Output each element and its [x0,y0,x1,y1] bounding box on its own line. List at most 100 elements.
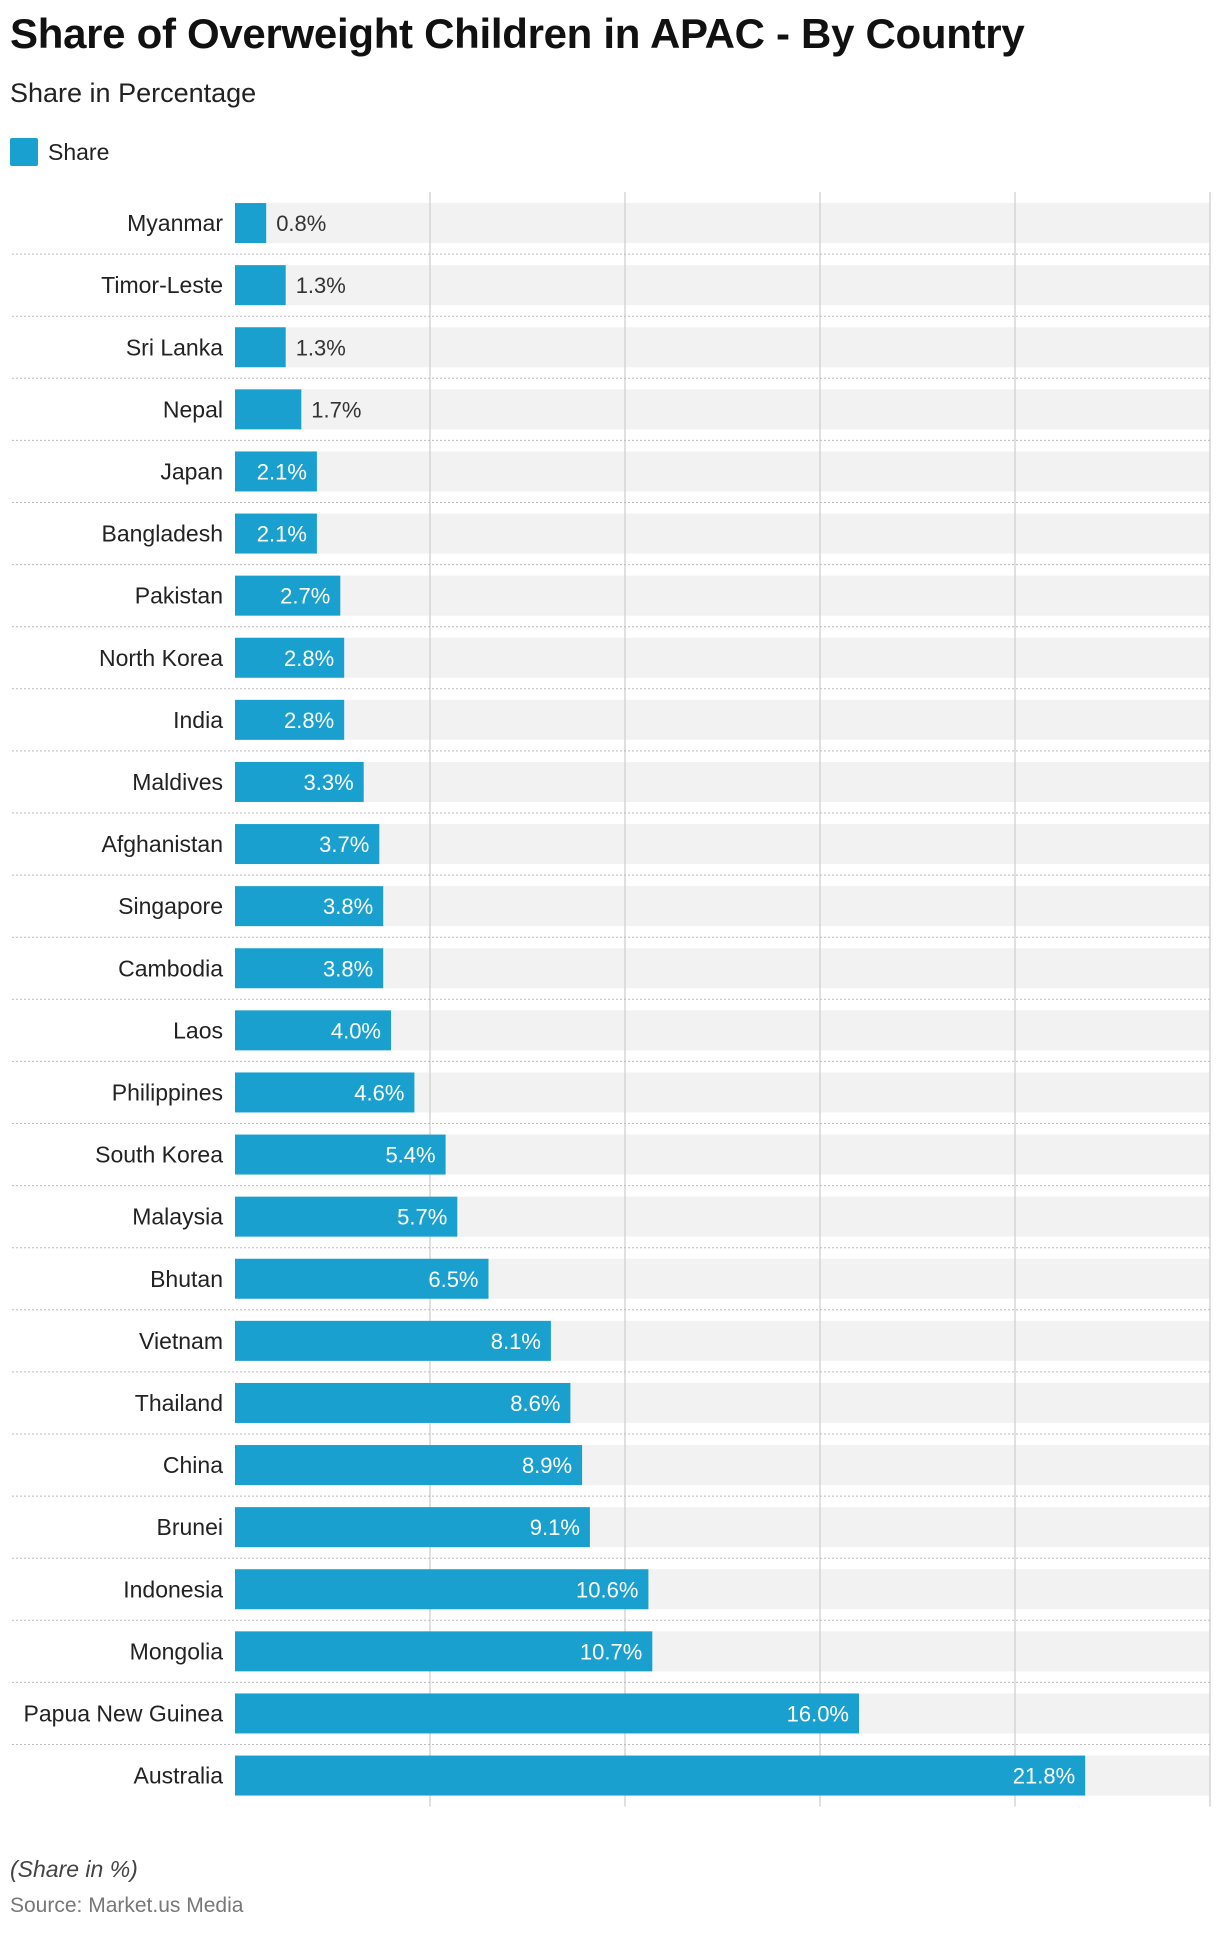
data-label: 2.7% [280,584,330,609]
bar [235,1196,458,1237]
category-label: Laos [173,1017,223,1043]
data-label: 1.3% [296,273,346,298]
data-label: 9.1% [530,1515,580,1540]
source-note: Source: Market.us Media [10,1894,244,1917]
data-label: 5.4% [385,1143,435,1168]
category-label: Philippines [112,1079,223,1105]
category-label: Vietnam [139,1328,223,1354]
row-band [235,637,1210,678]
row-band [235,886,1210,927]
chart-title: Share of Overweight Children in APAC - B… [10,10,1025,57]
bar [235,824,380,865]
data-label: 21.8% [1013,1764,1075,1789]
bar [235,948,384,989]
category-label: Mongolia [130,1638,224,1664]
row-band [235,699,1210,740]
bar [235,886,384,927]
category-label: Afghanistan [102,831,223,857]
bar [235,1755,1086,1796]
bar [235,513,317,554]
data-label: 1.7% [311,397,361,422]
category-label: Japan [160,458,223,484]
row-band [235,948,1210,989]
data-label: 8.1% [491,1329,541,1354]
row-band [235,327,1210,368]
bar [235,389,302,430]
legend-swatch [10,138,38,166]
chart-subtitle: Share in Percentage [10,78,257,108]
data-label: 4.6% [354,1080,404,1105]
data-label: 3.7% [319,832,369,857]
category-label: Pakistan [135,583,223,609]
data-label: 3.8% [323,956,373,981]
bar [235,1320,551,1361]
category-label: Bhutan [150,1266,223,1292]
bar [235,1382,571,1423]
category-label: Sri Lanka [126,334,223,360]
data-label: 6.5% [428,1267,478,1292]
data-label: 10.7% [580,1639,642,1664]
data-label: 2.1% [257,522,307,547]
bar [235,1569,649,1610]
data-label: 10.6% [576,1577,638,1602]
data-label: 8.6% [510,1391,560,1416]
row-band [235,389,1210,430]
category-label: Malaysia [132,1204,223,1230]
bar [235,265,286,306]
category-label: South Korea [95,1142,223,1168]
data-label: 2.8% [284,708,334,733]
bar [235,203,267,244]
bar [235,1072,415,1113]
footnote: (Share in %) [10,1856,138,1882]
category-label: Singapore [118,893,223,919]
data-label: 4.0% [331,1018,381,1043]
bar-chart: Myanmar 0.8% Timor-Leste 1.3% Sri Lanka 1.3% N… [12,192,1211,1807]
category-label: China [163,1452,223,1478]
category-label: Thailand [135,1390,223,1416]
data-label: 3.8% [323,894,373,919]
row-band [235,451,1210,492]
bar [235,761,364,802]
bar [235,637,345,678]
row-band [235,513,1210,554]
category-label: Timor-Leste [101,272,223,298]
data-label: 2.1% [257,459,307,484]
category-label: Maldives [132,769,223,795]
category-label: Indonesia [123,1576,223,1602]
bar [235,575,341,616]
data-label: 3.3% [304,770,354,795]
category-label: India [173,707,223,733]
bar [235,699,345,740]
bar [235,1507,590,1548]
category-label: Cambodia [118,955,223,981]
data-label: 0.8% [276,211,326,236]
bar [235,1010,391,1051]
row-band [235,575,1210,616]
bar [235,1258,489,1299]
legend-label: Share [48,138,110,165]
category-label: Bangladesh [102,521,224,547]
bar [235,1693,859,1734]
data-label: 5.7% [397,1205,447,1230]
category-label: Myanmar [127,210,223,236]
bar [235,451,317,492]
category-label: Brunei [157,1514,223,1540]
row-band [235,265,1210,306]
category-label: Nepal [163,396,223,422]
data-label: 16.0% [787,1701,849,1726]
data-label: 2.8% [284,646,334,671]
bar [235,1631,653,1672]
category-label: North Korea [99,645,223,671]
data-label: 1.3% [296,335,346,360]
bar [235,1134,446,1175]
legend: Share [10,138,109,166]
row-band [235,1010,1210,1051]
row-band [235,203,1210,244]
bar [235,1445,583,1486]
category-label: Papua New Guinea [24,1700,224,1726]
row-band [235,824,1210,865]
row-band [235,761,1210,802]
bar [235,327,286,368]
data-label: 8.9% [522,1453,572,1478]
category-label: Australia [134,1763,224,1789]
